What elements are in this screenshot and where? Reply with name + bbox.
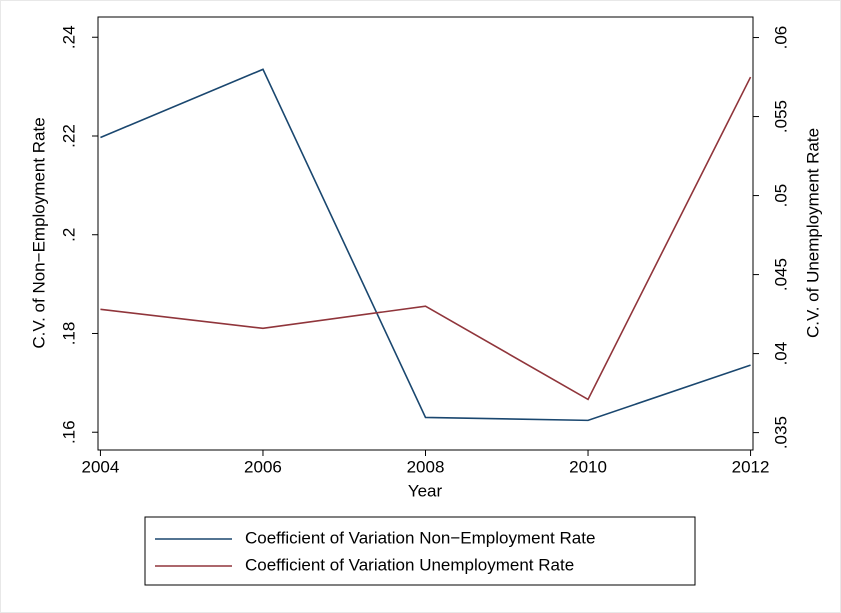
y2-tick-label: .055 [771, 100, 790, 133]
y2-tick-label: .04 [771, 342, 790, 366]
y2-axis-title: C.V. of Unemployment Rate [803, 128, 822, 338]
y2-tick-label: .05 [771, 184, 790, 208]
y-tick-label: .2 [59, 228, 78, 242]
data-line [100, 76, 752, 401]
y2-tick-label: .06 [771, 26, 790, 50]
y2-tick-label: .035 [771, 416, 790, 449]
y-tick-label: .22 [59, 124, 78, 148]
y2-tick-label: .045 [771, 258, 790, 291]
x-tick-label: 2010 [569, 457, 607, 476]
x-tick-label: 2008 [407, 457, 445, 476]
legend-label: Coefficient of Variation Unemployment Ra… [245, 555, 574, 574]
plot-frame [97, 16, 754, 451]
x-axis-title: Year [408, 481, 443, 500]
legend-label: Coefficient of Variation Non−Employment … [245, 528, 595, 547]
x-tick-label: 2012 [732, 457, 770, 476]
legend-box [144, 516, 696, 586]
data-line [100, 68, 751, 422]
y-axis-title: C.V. of Non−Employment Rate [29, 117, 48, 348]
x-tick-label: 2006 [244, 457, 282, 476]
x-tick-label: 2004 [82, 457, 120, 476]
y-tick-label: .18 [59, 322, 78, 346]
y-tick-label: .16 [59, 420, 78, 444]
y-tick-label: .24 [59, 25, 78, 49]
